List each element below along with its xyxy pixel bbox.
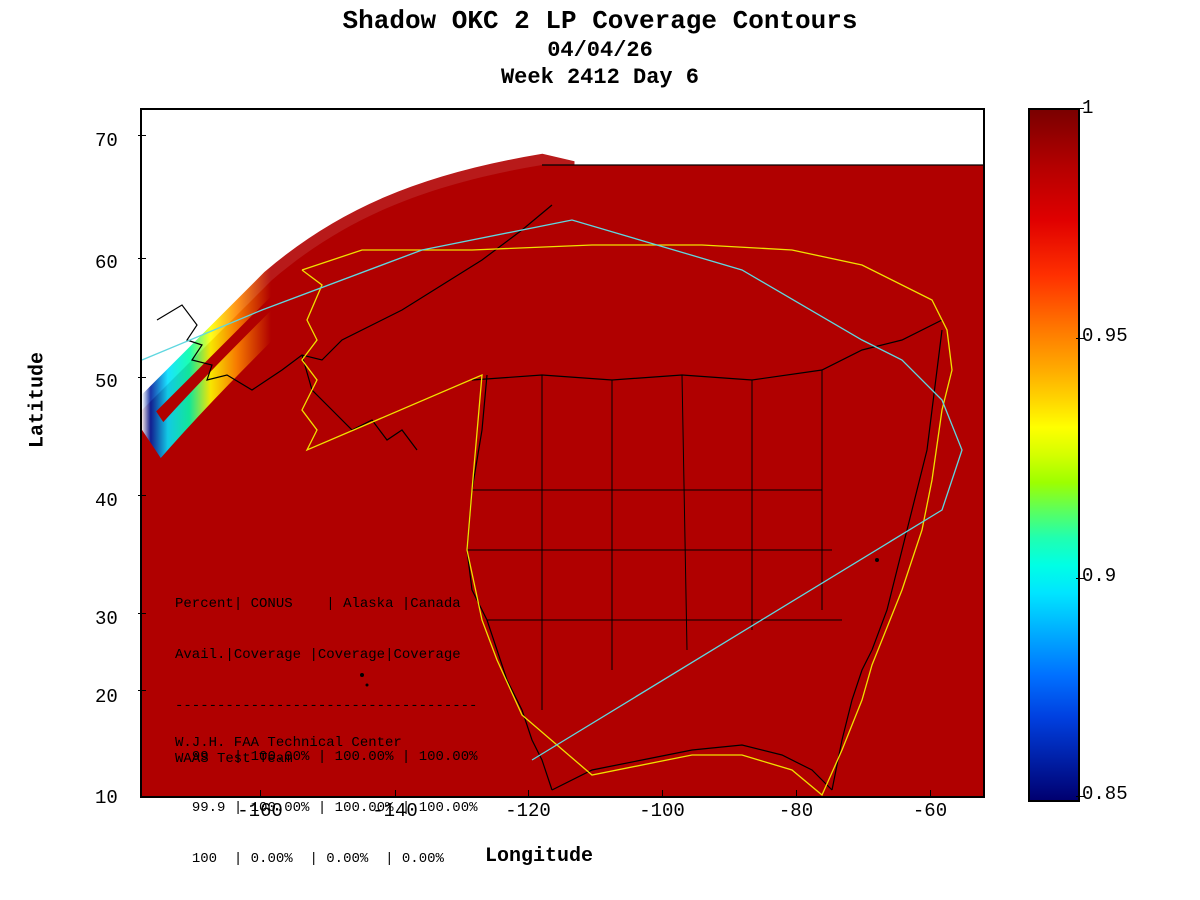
colorbar-tick-085: 0.85 <box>1082 783 1128 805</box>
x-tick--60: -60 <box>913 800 947 822</box>
y-tick-10: 10 <box>95 787 118 809</box>
legend-divider: ------------------------------------ <box>175 698 478 715</box>
colorbar-tick-mark-095 <box>1076 338 1084 339</box>
x-tick--120: -120 <box>505 800 551 822</box>
footer-line-2: WAAS Test Team <box>175 751 402 767</box>
y-tick-60: 60 <box>95 252 118 274</box>
y-tick-40: 40 <box>95 490 118 512</box>
y-tick-mark-50 <box>138 377 146 378</box>
coverage-legend-table: Percent| CONUS | Alaska |Canada Avail.|C… <box>175 562 478 900</box>
colorbar-tick-09: 0.9 <box>1082 565 1116 587</box>
colorbar-tick-mark-09 <box>1076 578 1084 579</box>
y-tick-mark-30 <box>138 613 146 614</box>
x-tick-mark--80 <box>796 790 797 798</box>
x-tick--80: -80 <box>779 800 813 822</box>
legend-header-row: Percent| CONUS | Alaska |Canada <box>175 596 478 613</box>
title-line-3: Week 2412 Day 6 <box>0 65 1200 90</box>
footer-line-1: W.J.H. FAA Technical Center <box>175 735 402 751</box>
y-tick-20: 20 <box>95 686 118 708</box>
colorbar-tick-mark-085 <box>1076 796 1084 797</box>
colorbar-tick-mark-1 <box>1076 108 1084 109</box>
y-tick-70: 70 <box>95 130 118 152</box>
x-tick-mark--100 <box>662 790 663 798</box>
title-block: Shadow OKC 2 LP Coverage Contours 04/04/… <box>0 2 1200 92</box>
y-tick-30: 30 <box>95 608 118 630</box>
x-tick-mark--60 <box>930 790 931 798</box>
shadow-coverage-map: Shadow OKC 2 LP Coverage Contours 04/04/… <box>0 0 1200 900</box>
colorbar-tick-095: 0.95 <box>1082 325 1128 347</box>
legend-row-2: 100 | 0.00% | 0.00% | 0.00% <box>175 851 478 868</box>
title-line-1: Shadow OKC 2 LP Coverage Contours <box>0 2 1200 36</box>
y-tick-mark-40 <box>138 495 146 496</box>
latitude-axis-label: Latitude <box>27 352 50 448</box>
y-tick-50: 50 <box>95 371 118 393</box>
title-line-2: 04/04/26 <box>0 38 1200 63</box>
y-tick-mark-70 <box>138 135 146 136</box>
legend-subheader-row: Avail.|Coverage |Coverage|Coverage <box>175 647 478 664</box>
x-tick-mark--120 <box>528 790 529 798</box>
y-tick-mark-20 <box>138 690 146 691</box>
y-tick-mark-60 <box>138 258 146 259</box>
legend-row-1: 99.9 | 100.00% | 100.00% | 100.00% <box>175 800 478 817</box>
x-tick--100: -100 <box>639 800 685 822</box>
coverage-colorbar[interactable] <box>1028 108 1080 802</box>
footer-credit: W.J.H. FAA Technical Center WAAS Test Te… <box>175 735 402 767</box>
longitude-axis-label: Longitude <box>485 845 593 868</box>
